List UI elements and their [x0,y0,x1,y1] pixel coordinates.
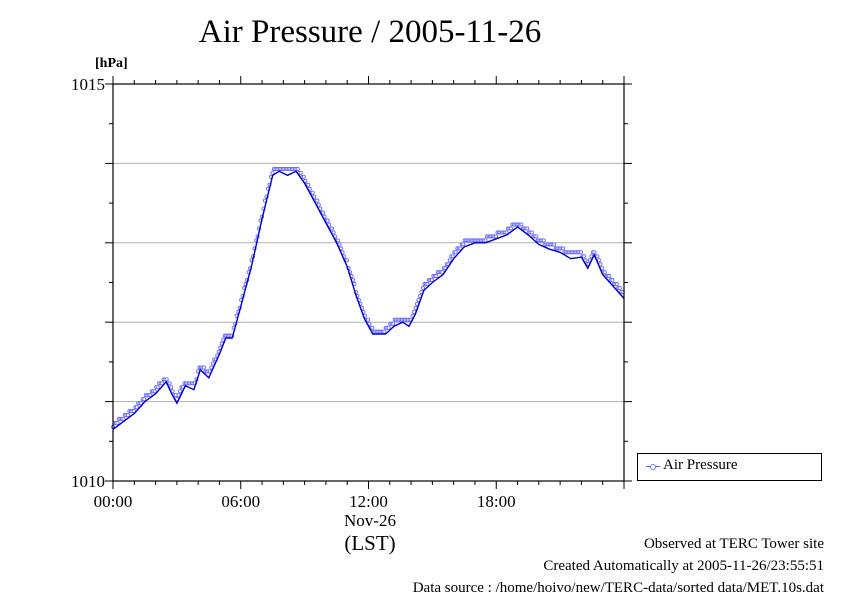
data-point-marker [370,325,375,330]
data-point-marker [125,413,130,418]
data-point-marker [534,234,539,239]
data-point-marker [453,250,458,255]
data-point-marker [541,238,546,243]
data-point-marker [325,218,330,223]
data-point-marker [493,234,499,239]
data-point-marker [450,254,455,259]
data-markers [110,166,625,430]
footer-data-source: Data source : /home/hoivo/new/TERC-data/… [412,580,824,596]
data-point-marker [315,198,320,203]
legend: Air Pressure [637,453,822,481]
data-point-marker [167,381,172,386]
data-point-marker [525,226,530,231]
chart-title: Air Pressure / 2005-11-26 [198,14,542,50]
data-point-marker [270,170,275,175]
data-point-marker [330,226,335,231]
data-point-marker [483,238,488,243]
x-tick-label: 12:00 [349,492,388,511]
plot-frame [112,83,625,482]
data-point-marker [382,329,387,334]
data-point-marker [508,226,513,231]
legend-label: Air Pressure [663,457,738,473]
data-point-marker [298,170,303,175]
data-point-marker [561,246,566,251]
data-point-marker [301,174,306,179]
y-axis-unit-label: [hPa] [95,56,128,71]
data-point-marker [169,385,174,390]
data-point-marker [420,286,426,291]
x-axis-date-label: Nov-26 [344,511,396,530]
footer-created-time: Created Automatically at 2005-11-26/23:5… [543,558,824,574]
data-point-marker [134,405,139,410]
grid-lines [113,162,624,403]
data-point-marker [581,254,587,259]
x-axis-timezone-label: (LST) [344,531,396,555]
data-point-marker [331,230,336,235]
data-point-marker [607,274,612,279]
data-point-marker [344,258,350,263]
data-point-marker [391,321,396,326]
x-tick-label: 18:00 [477,492,516,511]
data-point-marker [602,270,607,275]
data-point-marker [429,278,434,283]
data-point-marker [614,282,619,287]
data-point-marker [461,242,466,247]
data-point-marker [595,254,600,259]
data-point-marker [142,397,147,402]
data-point-marker [519,222,524,227]
footer-observed-site: Observed at TERC Tower site [643,536,824,552]
data-point-marker [447,258,452,263]
data-point-marker [295,166,300,172]
axis-ticks: 1010 1015 00:00 06:00 12:00 18:00 [71,75,632,511]
x-tick-label: 06:00 [221,492,260,511]
data-point-marker [131,409,136,414]
data-point-marker [386,325,391,330]
data-point-marker [155,385,160,390]
data-point-marker [504,230,509,235]
data-point-marker [115,420,120,426]
data-point-marker [160,381,165,386]
data-point-marker [552,242,557,247]
data-point-marker [365,317,370,322]
data-point-marker [458,246,463,251]
data-point-marker [201,365,206,370]
data-point-marker [529,230,534,235]
data-point-marker [152,389,157,394]
y-tick-label: 1015 [71,75,105,94]
series-line-air-pressure [112,170,625,430]
y-tick-label: 1010 [71,472,105,491]
data-point-marker [178,389,183,394]
data-point-marker [306,182,311,187]
data-point-marker [316,202,321,207]
x-tick-label: 00:00 [94,492,133,511]
data-point-marker [617,286,622,291]
data-point-marker [578,250,584,255]
data-point-marker [321,210,326,215]
data-point-marker [434,274,439,279]
legend-marker-swatch [650,464,656,470]
data-point-marker [425,282,430,287]
data-point-marker [310,190,315,195]
data-point-marker [610,278,615,283]
data-point-marker [164,377,169,382]
data-point-marker [336,238,341,243]
